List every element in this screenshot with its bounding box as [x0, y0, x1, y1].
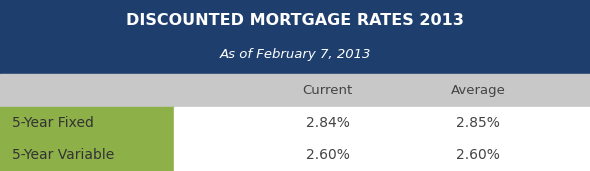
Text: 2.60%: 2.60%	[306, 148, 349, 162]
Text: Average: Average	[450, 84, 506, 97]
Bar	[0, 139, 174, 171]
Bar	[0, 74, 590, 107]
Text: 2.85%: 2.85%	[456, 116, 500, 130]
Text: 5-Year Fixed: 5-Year Fixed	[12, 116, 94, 130]
Text: As of February 7, 2013: As of February 7, 2013	[219, 48, 371, 61]
Bar	[0, 0, 590, 74]
Text: 2.84%: 2.84%	[306, 116, 349, 130]
Text: 2.60%: 2.60%	[456, 148, 500, 162]
Bar	[174, 107, 590, 139]
Text: Current: Current	[302, 84, 353, 97]
Text: DISCOUNTED MORTGAGE RATES 2013: DISCOUNTED MORTGAGE RATES 2013	[126, 14, 464, 28]
Bar	[174, 139, 590, 171]
Text: 5-Year Variable: 5-Year Variable	[12, 148, 114, 162]
Bar	[0, 107, 174, 139]
